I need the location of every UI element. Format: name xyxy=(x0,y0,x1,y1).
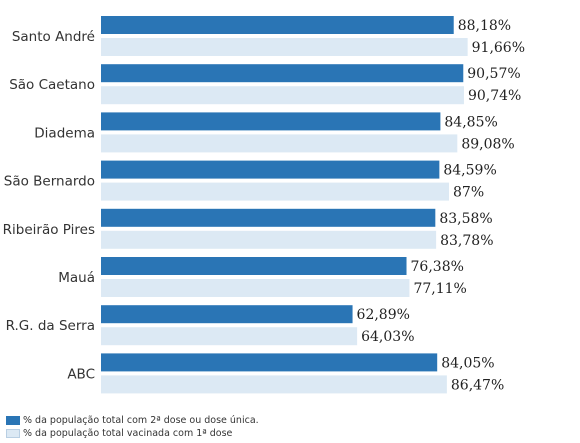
data-label-series-1: 62,89% xyxy=(357,307,410,323)
bar-series-2 xyxy=(101,38,468,56)
bar-series-1 xyxy=(101,257,407,275)
data-label-series-2: 86,47% xyxy=(451,377,504,393)
legend-item-series-2: % da população total vacinada com 1ª dos… xyxy=(6,427,259,440)
data-label-series-2: 64,03% xyxy=(361,329,414,345)
bar-series-1 xyxy=(101,64,464,83)
data-label-series-2: 89,08% xyxy=(461,136,514,152)
category-label: São Caetano xyxy=(9,77,95,93)
bar-series-1 xyxy=(101,208,436,227)
bar-series-2 xyxy=(101,230,437,249)
bar-series-1 xyxy=(101,160,440,179)
category-label: Mauá xyxy=(58,270,95,286)
legend: % da população total com 2ª dose ou dose… xyxy=(6,414,259,440)
bar-series-1 xyxy=(101,112,441,131)
legend-swatch-series-2 xyxy=(6,429,20,438)
bar-series-2 xyxy=(101,86,464,105)
data-label-series-2: 91,66% xyxy=(472,40,525,56)
data-label-series-1: 76,38% xyxy=(411,259,464,275)
bar-series-1 xyxy=(101,16,454,34)
data-label-series-1: 84,85% xyxy=(444,114,497,130)
data-label-series-1: 90,57% xyxy=(467,66,520,82)
data-label-series-1: 84,05% xyxy=(441,355,494,371)
data-label-series-2: 90,74% xyxy=(468,88,521,104)
bar-series-2 xyxy=(101,279,410,297)
legend-swatch-series-1 xyxy=(6,416,20,425)
legend-item-series-1: % da população total com 2ª dose ou dose… xyxy=(6,414,259,427)
legend-label-series-1: % da população total com 2ª dose ou dose… xyxy=(23,415,259,426)
bar-series-2 xyxy=(101,134,458,153)
bar-series-2 xyxy=(101,182,449,201)
bar-series-1 xyxy=(101,353,438,372)
category-label: ABC xyxy=(67,366,95,382)
bar-series-2 xyxy=(101,327,358,346)
bar-series-1 xyxy=(101,305,353,324)
data-label-series-1: 88,18% xyxy=(458,18,511,34)
data-label-series-1: 84,59% xyxy=(443,163,496,179)
category-label: R.G. da Serra xyxy=(6,318,95,334)
bar-series-2 xyxy=(101,375,447,394)
category-label: Santo André xyxy=(12,29,95,45)
data-label-series-2: 77,11% xyxy=(413,281,466,297)
legend-label-series-2: % da população total vacinada com 1ª dos… xyxy=(23,428,233,439)
category-label: Ribeirão Pires xyxy=(3,222,95,238)
category-label: São Bernardo xyxy=(4,174,95,190)
category-label: Diadema xyxy=(34,125,95,141)
data-label-series-2: 87% xyxy=(453,185,484,201)
data-label-series-2: 83,78% xyxy=(440,233,493,249)
data-label-series-1: 83,58% xyxy=(439,211,492,227)
